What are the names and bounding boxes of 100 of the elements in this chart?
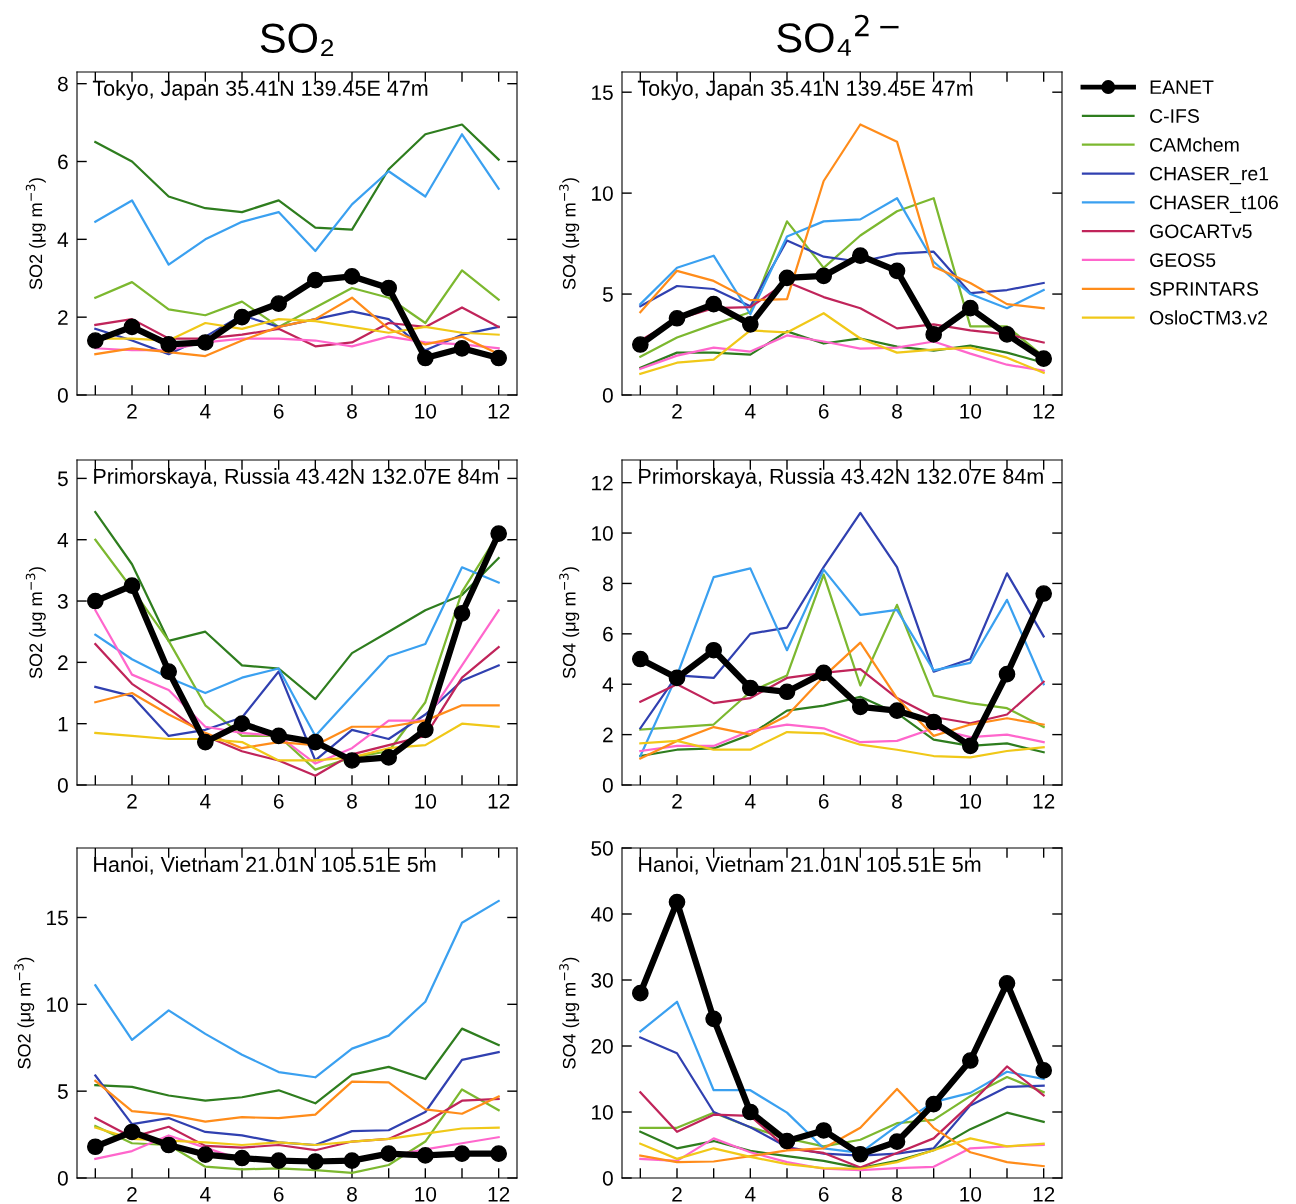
point bbox=[631, 336, 649, 353]
x-tick-label: 12 bbox=[1033, 793, 1055, 809]
y-tick-label: 1 bbox=[58, 716, 68, 732]
y-tick-label: 50 bbox=[591, 841, 613, 856]
legend-label: SPRINTARS bbox=[1149, 282, 1259, 296]
y-tick-label: 10 bbox=[592, 186, 613, 201]
point bbox=[123, 318, 141, 336]
y-tick-label: 2 bbox=[58, 655, 68, 670]
annotation: Primorskaya, Russia 43.42N 132.07E 84m bbox=[94, 468, 498, 489]
point bbox=[86, 1138, 104, 1156]
y-tick-label: 40 bbox=[590, 907, 613, 922]
annotation: Hanoi, Vietnam 21.01N 105.51E 5m bbox=[94, 856, 436, 875]
y-tick-label: 12 bbox=[592, 475, 613, 491]
x-tick-label: 6 bbox=[818, 793, 829, 809]
x-tick-label: 8 bbox=[347, 793, 357, 809]
point bbox=[380, 749, 398, 766]
point bbox=[668, 309, 686, 327]
point bbox=[925, 326, 943, 343]
x-tick-label: 2 bbox=[672, 1186, 682, 1202]
y-tick-label: 2 bbox=[58, 310, 68, 325]
point bbox=[998, 974, 1016, 992]
x-tick-label: 4 bbox=[200, 1187, 211, 1202]
y-tick-label: 30 bbox=[591, 973, 613, 988]
x-tick-label: 10 bbox=[960, 403, 982, 419]
point bbox=[490, 1145, 508, 1163]
line-series bbox=[94, 691, 500, 750]
line-series bbox=[94, 899, 500, 1079]
x-tick-label: 4 bbox=[745, 1187, 756, 1202]
x-tick-label: 10 bbox=[415, 403, 437, 419]
point bbox=[343, 267, 361, 285]
y-axis-title: SO4 (μg m$^{−3}$) bbox=[559, 178, 580, 290]
point bbox=[123, 577, 141, 595]
line-series bbox=[94, 1027, 500, 1105]
point bbox=[851, 1145, 869, 1163]
point bbox=[233, 1149, 251, 1167]
point bbox=[270, 295, 288, 312]
point bbox=[160, 663, 178, 680]
point bbox=[851, 247, 869, 265]
x-tick-label: 12 bbox=[488, 793, 510, 809]
y-tick-label: 4 bbox=[602, 677, 614, 692]
x-tick-label: 12 bbox=[1033, 403, 1055, 419]
point bbox=[705, 1010, 723, 1028]
point bbox=[306, 1153, 324, 1170]
chart-title: SO₂ bbox=[260, 23, 334, 57]
x-tick-label: 4 bbox=[745, 404, 756, 419]
y-tick-label: 0 bbox=[602, 388, 613, 403]
point bbox=[851, 698, 869, 716]
point bbox=[160, 1136, 178, 1154]
chart-title: SO₄$^{2−}$ bbox=[777, 14, 899, 56]
x-tick-label: 2 bbox=[127, 403, 137, 419]
x-tick-label: 8 bbox=[892, 793, 902, 809]
x-tick-label: 4 bbox=[200, 794, 211, 809]
point bbox=[815, 267, 833, 285]
y-axis-title: SO2 (μg m$^{−3}$) bbox=[25, 178, 46, 290]
point bbox=[778, 1132, 796, 1150]
line-series bbox=[94, 511, 500, 701]
point bbox=[416, 1147, 434, 1164]
legend-label: GOCARTv5 bbox=[1150, 224, 1252, 239]
line-series bbox=[639, 1065, 1045, 1169]
line-series bbox=[639, 1075, 1045, 1148]
point bbox=[86, 332, 104, 349]
x-tick-label: 4 bbox=[745, 794, 756, 809]
line-series bbox=[94, 642, 500, 777]
point bbox=[925, 1095, 943, 1113]
line-series bbox=[639, 123, 1045, 314]
y-tick-label: 10 bbox=[47, 997, 68, 1013]
x-tick-label: 10 bbox=[960, 793, 982, 809]
annotation: Hanoi, Vietnam 21.01N 105.51E 5m bbox=[639, 856, 981, 875]
point bbox=[453, 1145, 471, 1163]
point bbox=[888, 262, 906, 280]
x-tick-label: 6 bbox=[818, 403, 829, 419]
point bbox=[778, 683, 796, 701]
y-tick-label: 15 bbox=[47, 910, 68, 926]
line-series bbox=[639, 1087, 1045, 1168]
point bbox=[705, 295, 723, 313]
point bbox=[998, 665, 1016, 683]
point bbox=[888, 702, 906, 720]
y-tick-label: 8 bbox=[602, 576, 613, 592]
point bbox=[196, 1146, 214, 1163]
line-series bbox=[639, 641, 1045, 760]
x-tick-label: 8 bbox=[892, 1186, 902, 1202]
y-tick-label: 8 bbox=[57, 76, 68, 92]
point bbox=[741, 316, 759, 333]
y-tick-label: 10 bbox=[592, 1105, 613, 1120]
line-series bbox=[639, 573, 1045, 731]
point bbox=[306, 271, 324, 289]
y-tick-label: 5 bbox=[57, 1084, 68, 1099]
y-tick-label: 4 bbox=[57, 532, 69, 548]
point bbox=[961, 737, 979, 755]
y-tick-label: 0 bbox=[57, 388, 68, 403]
x-tick-label: 12 bbox=[488, 403, 510, 419]
point bbox=[668, 893, 686, 911]
point bbox=[925, 713, 943, 731]
x-tick-label: 12 bbox=[488, 1186, 510, 1202]
point bbox=[961, 1052, 979, 1069]
line-series bbox=[94, 1088, 500, 1174]
y-tick-label: 0 bbox=[602, 1171, 613, 1186]
x-tick-label: 10 bbox=[415, 793, 437, 809]
point bbox=[998, 326, 1016, 343]
point bbox=[86, 592, 104, 610]
